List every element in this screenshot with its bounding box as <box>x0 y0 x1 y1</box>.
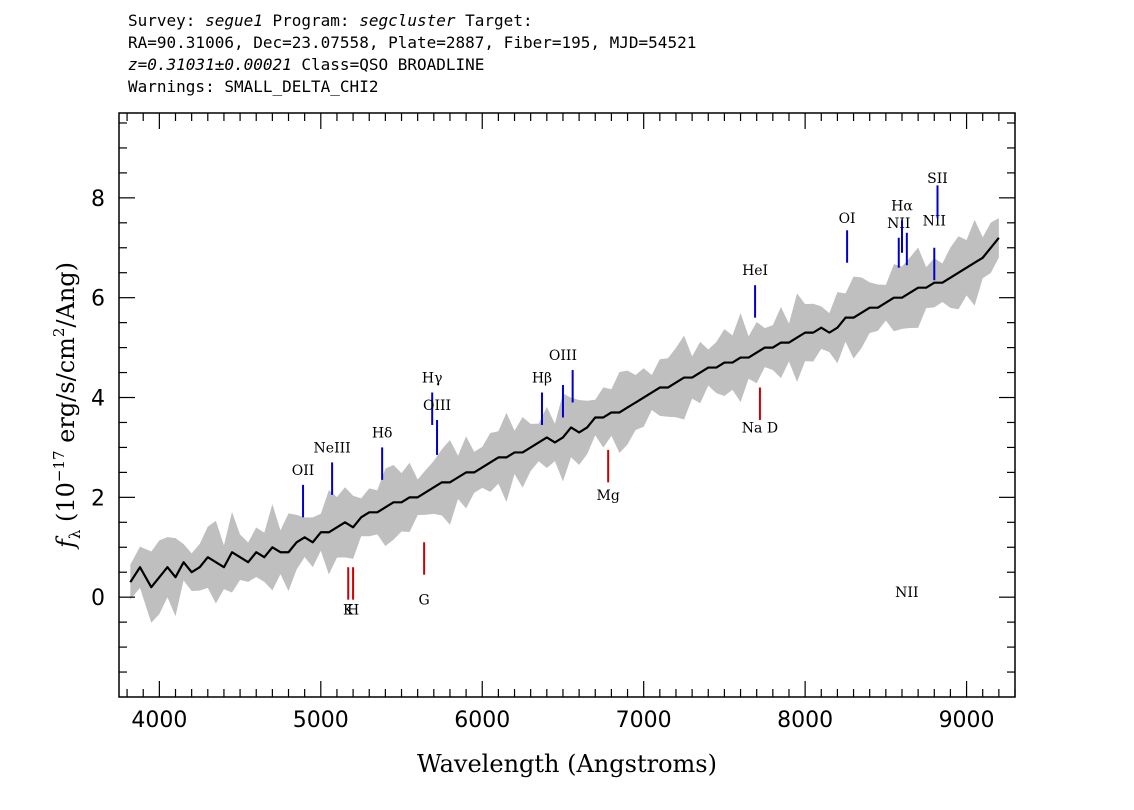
line-marker-label: H <box>347 603 359 619</box>
line-marker-label: Na D <box>742 420 778 436</box>
x-tick-label: 6000 <box>454 708 510 733</box>
header-line-redshift: z=0.31031±0.00021 Class=QSO BROADLINE <box>128 54 696 76</box>
line-marker-label: OII <box>292 463 315 479</box>
line-marker-label: SII <box>927 171 948 187</box>
line-marker-label: G <box>419 593 430 609</box>
y-axis-label: fλ (10−17 erg/s/cm2/Ang) <box>50 262 84 550</box>
error-band <box>130 218 999 623</box>
plot-frame <box>118 112 1016 698</box>
line-marker-label: NII <box>895 585 918 601</box>
flux-series-line <box>129 237 1000 589</box>
program-value: segcluster <box>359 11 456 30</box>
header-line-coordinates: RA=90.31006, Dec=23.07558, Plate=2887, F… <box>128 33 697 52</box>
line-marker-label: NeIII <box>314 440 351 456</box>
line-marker-label: Hγ <box>422 371 443 387</box>
y-tick-label: 4 <box>91 387 105 412</box>
header-line-warnings: Warnings: SMALL_DELTA_CHI2 <box>128 77 379 96</box>
target-label: Target: <box>455 11 533 30</box>
line-marker-label: Hβ <box>532 371 552 387</box>
x-tick-label: 9000 <box>939 708 995 733</box>
header-line-survey: Survey: segue1 Program: segcluster Targe… <box>128 10 696 32</box>
line-marker-label: NII <box>887 216 910 232</box>
program-label: Program: <box>262 11 360 30</box>
y-tick-label: 8 <box>91 187 105 212</box>
y-tick-label: 2 <box>91 486 105 511</box>
spectrum-header: Survey: segue1 Program: segcluster Targe… <box>128 10 696 98</box>
line-marker-label: HeI <box>742 263 768 279</box>
x-tick-label: 5000 <box>293 708 349 733</box>
redshift-value: z=0.31031±0.00021 <box>128 55 292 74</box>
line-marker-label: OI <box>839 211 856 227</box>
line-marker-label: NII <box>923 213 946 229</box>
axis-ticks: 4000 5000 6000 7000 8000 9000 0 2 4 6 8 <box>91 113 1016 733</box>
error-band-layer <box>130 218 999 623</box>
line-marker-label: K <box>343 603 354 619</box>
spectral-line-markers: OII NeIII Hδ Hγ OIII Hβ OIII HeI OI NII Hα NII NII SI… <box>292 171 948 619</box>
x-axis-label: Wavelength (Angstroms) <box>417 750 717 778</box>
y-tick-label: 6 <box>91 287 105 312</box>
line-marker-label: OIII <box>423 398 451 414</box>
survey-label: Survey: <box>128 11 206 30</box>
series-layer <box>129 237 1000 589</box>
y-tick-label: 0 <box>91 586 105 611</box>
line-marker-label: Hα <box>891 198 913 214</box>
line-marker-label: OIII <box>549 348 577 364</box>
x-tick-label: 7000 <box>616 708 672 733</box>
class-value: Class=QSO BROADLINE <box>291 55 485 74</box>
x-tick-label: 8000 <box>777 708 833 733</box>
line-marker-label: Hδ <box>372 425 393 441</box>
x-tick-label: 4000 <box>131 708 187 733</box>
line-marker-label: Mg <box>597 488 620 504</box>
survey-value: segue1 <box>205 11 263 30</box>
